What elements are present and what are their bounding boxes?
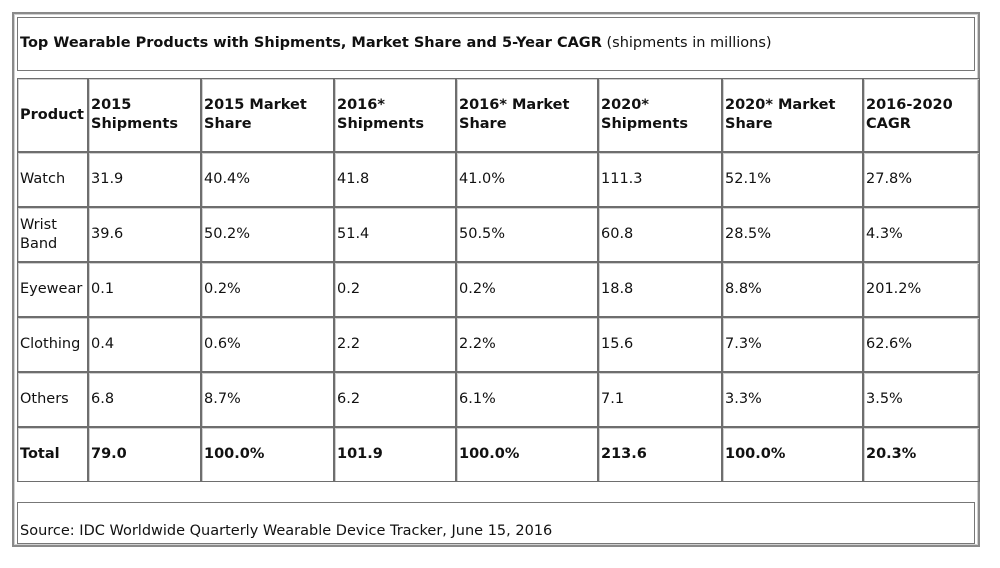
value-cell: 0.4 xyxy=(88,317,201,372)
value-cell: 3.3% xyxy=(722,372,863,427)
header-cell: 2015 Shipments xyxy=(88,78,201,152)
product-cell: Clothing xyxy=(17,317,88,372)
total-row: Total 79.0 100.0% 101.9 100.0% 213.6 100… xyxy=(17,427,980,482)
value-cell: 111.3 xyxy=(598,152,722,207)
value-cell: 15.6 xyxy=(598,317,722,372)
value-cell: 27.8% xyxy=(863,152,980,207)
value-cell: 51.4 xyxy=(334,207,456,262)
product-cell: Watch xyxy=(17,152,88,207)
value-cell: 0.2% xyxy=(456,262,598,317)
value-cell: 8.7% xyxy=(201,372,334,427)
value-cell: 2.2 xyxy=(334,317,456,372)
total-label: Total xyxy=(17,427,88,482)
table-title-units: (shipments in millions) xyxy=(601,35,772,51)
value-cell: 0.2% xyxy=(201,262,334,317)
data-table: Product 2015 Shipments 2015 Market Share… xyxy=(17,78,980,482)
value-cell: 6.8 xyxy=(88,372,201,427)
value-cell: 50.5% xyxy=(456,207,598,262)
value-cell: 0.1 xyxy=(88,262,201,317)
product-cell: Wrist Band xyxy=(17,207,88,262)
table-row: Watch 31.9 40.4% 41.8 41.0% 111.3 52.1% … xyxy=(17,152,980,207)
value-cell: 0.2 xyxy=(334,262,456,317)
value-cell: 6.2 xyxy=(334,372,456,427)
header-cell: 2016-2020 CAGR xyxy=(863,78,980,152)
table-frame: Top Wearable Products with Shipments, Ma… xyxy=(12,12,980,547)
table-row: Others 6.8 8.7% 6.2 6.1% 7.1 3.3% 3.5% xyxy=(17,372,980,427)
header-row: Product 2015 Shipments 2015 Market Share… xyxy=(17,78,980,152)
value-cell: 31.9 xyxy=(88,152,201,207)
value-cell: 18.8 xyxy=(598,262,722,317)
header-cell: 2015 Market Share xyxy=(201,78,334,152)
table-title-bold: Top Wearable Products with Shipments, Ma… xyxy=(20,35,602,51)
table-row: Wrist Band 39.6 50.2% 51.4 50.5% 60.8 28… xyxy=(17,207,980,262)
value-cell: 50.2% xyxy=(201,207,334,262)
value-cell: 40.4% xyxy=(201,152,334,207)
value-cell: 52.1% xyxy=(722,152,863,207)
product-cell: Eyewear xyxy=(17,262,88,317)
header-cell: Product xyxy=(17,78,88,152)
value-cell: 39.6 xyxy=(88,207,201,262)
total-cell: 101.9 xyxy=(334,427,456,482)
value-cell: 201.2% xyxy=(863,262,980,317)
total-cell: 100.0% xyxy=(722,427,863,482)
table-row: Clothing 0.4 0.6% 2.2 2.2% 15.6 7.3% 62.… xyxy=(17,317,980,372)
value-cell: 41.8 xyxy=(334,152,456,207)
header-cell: 2016* Market Share xyxy=(456,78,598,152)
value-cell: 6.1% xyxy=(456,372,598,427)
header-cell: 2020* Market Share xyxy=(722,78,863,152)
table-row: Eyewear 0.1 0.2% 0.2 0.2% 18.8 8.8% 201.… xyxy=(17,262,980,317)
value-cell: 0.6% xyxy=(201,317,334,372)
value-cell: 41.0% xyxy=(456,152,598,207)
total-cell: 20.3% xyxy=(863,427,980,482)
value-cell: 2.2% xyxy=(456,317,598,372)
value-cell: 60.8 xyxy=(598,207,722,262)
value-cell: 3.5% xyxy=(863,372,980,427)
value-cell: 28.5% xyxy=(722,207,863,262)
value-cell: 7.3% xyxy=(722,317,863,372)
total-cell: 100.0% xyxy=(201,427,334,482)
table-title: Top Wearable Products with Shipments, Ma… xyxy=(17,17,975,71)
total-cell: 100.0% xyxy=(456,427,598,482)
header-cell: 2020* Shipments xyxy=(598,78,722,152)
value-cell: 4.3% xyxy=(863,207,980,262)
header-cell: 2016* Shipments xyxy=(334,78,456,152)
product-cell: Others xyxy=(17,372,88,427)
value-cell: 8.8% xyxy=(722,262,863,317)
total-cell: 79.0 xyxy=(88,427,201,482)
value-cell: 62.6% xyxy=(863,317,980,372)
total-cell: 213.6 xyxy=(598,427,722,482)
value-cell: 7.1 xyxy=(598,372,722,427)
source-note: Source: IDC Worldwide Quarterly Wearable… xyxy=(17,502,975,544)
